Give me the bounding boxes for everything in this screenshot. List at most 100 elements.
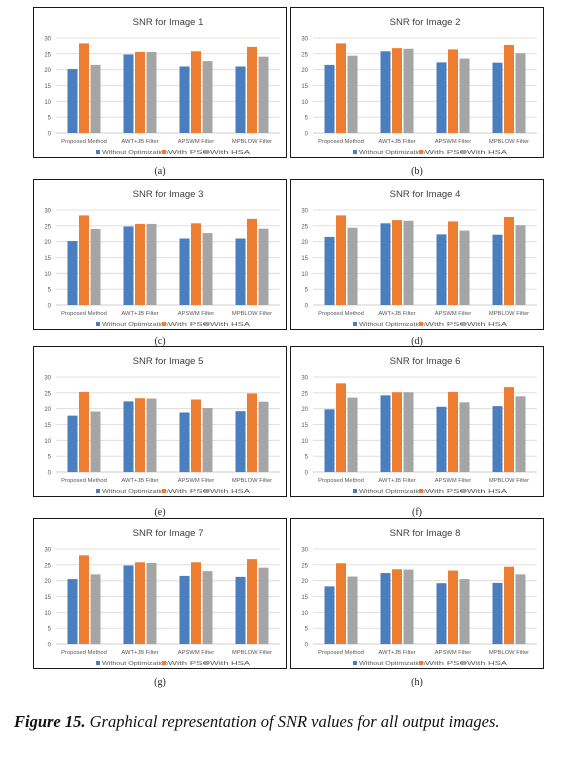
chart-svg: SNR for Image 4 0 5 10 15 20 25 30 Proposed Meth… [301, 189, 537, 328]
legend-label: With PSO [425, 150, 468, 156]
bar-pso [191, 562, 201, 644]
y-tick-label: 5 [48, 455, 52, 461]
bar-pso [79, 43, 89, 134]
y-tick-label: 0 [48, 304, 52, 310]
bar-without [235, 66, 246, 133]
legend-swatch [204, 322, 208, 326]
bar-pso [191, 399, 201, 472]
chart-panel-6: SNR for Image 6 0 5 10 15 20 25 30 Proposed Meth… [290, 346, 544, 497]
legend-swatch [96, 322, 100, 326]
bar-hsa [258, 228, 269, 305]
chart-svg: SNR for Image 7 0 5 10 15 20 25 30 Proposed Meth… [44, 528, 280, 667]
x-tick-label: MPBLOW Filter [489, 311, 529, 317]
x-tick-label: APSWM Filter [178, 311, 214, 317]
y-tick-label: 5 [48, 116, 52, 122]
legend-label: Without Optimization [359, 661, 425, 667]
legend-swatch [162, 322, 166, 326]
legend-swatch [96, 489, 100, 493]
legend-label: Without Optimization [359, 489, 425, 495]
legend-swatch [353, 661, 357, 665]
y-tick-label: 10 [301, 272, 308, 278]
bar-without [123, 401, 134, 472]
chart-svg: SNR for Image 3 0 5 10 15 20 25 30 Proposed Meth… [44, 189, 280, 328]
bar-pso [448, 570, 458, 644]
bar-pso [79, 555, 89, 644]
bar-pso [135, 562, 145, 644]
y-tick-label: 0 [48, 643, 52, 649]
y-tick-label: 30 [44, 548, 51, 554]
y-tick-label: 30 [44, 209, 51, 215]
bar-hsa [347, 576, 358, 644]
legend-item: With PSO [162, 489, 211, 495]
y-tick-label: 5 [305, 288, 309, 294]
legend-item: With HSA [461, 489, 507, 495]
y-tick-label: 0 [305, 471, 309, 477]
legend-label: With HSA [467, 661, 507, 667]
chart-title: SNR for Image 4 [390, 189, 461, 200]
bar-hsa [90, 64, 101, 133]
legend-swatch [353, 322, 357, 326]
caption-prefix: Figure 15. [14, 712, 86, 731]
legend-label: With PSO [168, 150, 211, 156]
panel-label: (f) [412, 507, 422, 518]
legend-swatch [419, 661, 423, 665]
y-tick-label: 25 [44, 224, 51, 230]
legend-item: Without Optimization [96, 489, 168, 495]
bar-hsa [459, 402, 470, 472]
legend-swatch [419, 489, 423, 493]
bar-pso [448, 49, 458, 133]
x-tick-label: Proposed Method [318, 139, 364, 145]
legend-item: Without Optimization [96, 661, 168, 667]
x-tick-label: MPBLOW Filter [232, 650, 272, 656]
y-tick-label: 10 [301, 611, 308, 617]
bar-without [492, 582, 503, 644]
bar-without [380, 223, 391, 305]
chart-svg: SNR for Image 2 0 5 10 15 20 25 30 Proposed Meth… [301, 17, 537, 156]
bar-without [380, 573, 391, 644]
y-tick-label: 10 [44, 439, 51, 445]
y-tick-label: 10 [44, 100, 51, 106]
panel-label: (e) [154, 507, 166, 518]
y-tick-label: 10 [44, 272, 51, 278]
panel-label: (a) [154, 166, 166, 177]
legend-item: Without Optimization [353, 322, 425, 328]
bar-hsa [202, 61, 213, 133]
x-tick-label: AWT+JB Filter [121, 139, 158, 145]
legend-label: Without Optimization [102, 322, 168, 328]
legend-item: With PSO [419, 322, 468, 328]
bar-pso [392, 48, 402, 134]
legend-swatch [461, 489, 465, 493]
bar-without [324, 236, 335, 305]
chart-panel-1: SNR for Image 1 0 5 10 15 20 25 30 Proposed Meth… [33, 7, 287, 158]
bar-pso [79, 215, 89, 305]
bar-pso [191, 223, 201, 305]
bar-pso [504, 44, 514, 133]
bar-hsa [258, 401, 269, 472]
legend-item: With PSO [162, 322, 211, 328]
bar-without [179, 575, 190, 644]
legend-swatch [353, 150, 357, 154]
y-tick-label: 30 [301, 37, 308, 43]
x-tick-label: AWT+JB Filter [121, 650, 158, 656]
bar-without [235, 238, 246, 305]
x-tick-label: MPBLOW Filter [232, 139, 272, 145]
legend-label: With PSO [425, 322, 468, 328]
bar-hsa [202, 233, 213, 305]
y-tick-label: 30 [44, 376, 51, 382]
bar-without [492, 406, 503, 472]
bar-hsa [202, 408, 213, 472]
bar-pso [247, 393, 257, 472]
y-tick-label: 15 [301, 595, 308, 601]
chart-title: SNR for Image 2 [390, 17, 461, 28]
y-tick-label: 25 [301, 563, 308, 569]
y-tick-label: 20 [44, 68, 51, 74]
legend-swatch [162, 150, 166, 154]
legend-swatch [419, 150, 423, 154]
panel-label: (b) [411, 166, 423, 177]
legend-label: With PSO [425, 489, 468, 495]
bar-without [179, 66, 190, 133]
bar-pso [135, 223, 145, 305]
chart-title: SNR for Image 6 [390, 356, 461, 367]
chart-panel-5: SNR for Image 5 0 5 10 15 20 25 30 Proposed Meth… [33, 346, 287, 497]
bar-hsa [403, 220, 414, 305]
